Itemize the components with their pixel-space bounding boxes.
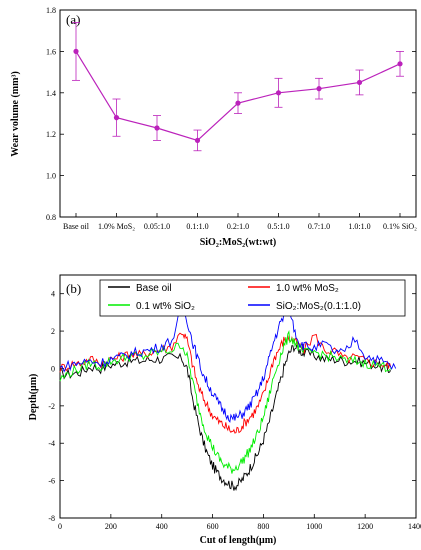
x-tick-label: 0.1% SiO₂ <box>383 222 417 231</box>
y-tick-label: 0.8 <box>46 213 56 222</box>
legend-label-0: Base oil <box>136 283 172 294</box>
x-tick-label: 0.5:1.0 <box>267 222 289 231</box>
panel-a-x-ticks: Base oil 1.0% MoS₂ 0.05:1.0 0.1:1.0 0.2:1.0 0… <box>63 213 417 231</box>
panel-b-legend: Base oil 1.0 wt% MoS₂ 0.1 wt% SiO₂ SiO₂:MoS… <box>99 279 406 317</box>
series-line-0 <box>59 343 391 492</box>
panel-b-ylabel: Depth(μm) <box>28 374 39 421</box>
x-tick-label: 0 <box>58 522 62 531</box>
panel-b-x-ticks: 0 200 400 600 800 1000 1200 1400 <box>58 514 421 531</box>
y-tick-label: -6 <box>48 477 55 486</box>
legend-label-2: 0.1 wt% SiO₂ <box>136 301 195 312</box>
x-tick-label: 0.7:1.0 <box>308 222 330 231</box>
x-tick-label: 200 <box>105 522 117 531</box>
x-tick-label: 0.2:1.0 <box>227 222 249 231</box>
x-tick-label: 600 <box>207 522 219 531</box>
x-tick-label: 1.0% MoS₂ <box>98 222 135 231</box>
panel-b-y-ticks: -8 -6 -4 -2 0 2 4 <box>48 290 416 523</box>
panel-a-points <box>73 48 403 144</box>
panel-a-ylabel: Wear volume (mm³) <box>10 71 21 157</box>
x-tick-label: Base oil <box>63 222 90 231</box>
legend-box <box>99 279 406 317</box>
y-tick-label: 1.2 <box>46 130 56 139</box>
y-tick-label: 2 <box>51 327 55 336</box>
series-line-3 <box>59 302 397 423</box>
data-point <box>235 100 241 106</box>
data-point <box>154 125 160 131</box>
x-tick-label: 1.0:1.0 <box>348 222 370 231</box>
x-tick-label: 1200 <box>357 522 373 531</box>
data-point <box>397 61 403 67</box>
y-tick-label: 1.4 <box>46 89 56 98</box>
panel-b-xlabel: Cut of length(μm) <box>200 535 277 546</box>
panel-b-label: (b) <box>66 281 81 296</box>
data-point <box>316 86 322 92</box>
legend-label-1: 1.0 wt% MoS₂ <box>276 283 339 294</box>
y-tick-label: 4 <box>51 290 55 299</box>
x-tick-label: 1400 <box>408 522 421 531</box>
y-tick-label: -8 <box>48 514 55 523</box>
data-point <box>275 90 282 96</box>
y-tick-label: -4 <box>48 439 55 448</box>
y-tick-label: 1.0 <box>46 172 56 181</box>
y-tick-label: 1.6 <box>46 47 56 56</box>
legend-label-3: SiO₂:MoS₂(0.1:1.0) <box>276 301 361 312</box>
series-line-1 <box>59 332 392 434</box>
x-tick-label: 0.1:1.0 <box>186 222 208 231</box>
panel-a: (a) Wear volume (mm³) SiO₂:MoS₂(wt:wt) 0… <box>10 6 417 248</box>
panel-a-error-bars <box>72 22 404 152</box>
panel-a-label: (a) <box>66 12 80 27</box>
data-point <box>73 48 79 55</box>
panel-b: (b) Depth(μm) Cut of length(μm) -8 -6 -4 -2… <box>28 274 421 546</box>
x-tick-label: 1000 <box>306 522 322 531</box>
x-tick-label: 400 <box>156 522 168 531</box>
data-point <box>194 137 201 144</box>
y-tick-label: 0 <box>51 364 55 373</box>
data-point <box>113 115 120 121</box>
panel-a-y-ticks: 0.8 1.0 1.2 1.4 1.6 1.8 <box>46 6 416 222</box>
y-tick-label: 1.8 <box>46 6 56 15</box>
y-tick-label: -2 <box>48 402 55 411</box>
x-tick-label: 800 <box>257 522 269 531</box>
data-point <box>356 79 363 86</box>
panel-a-xlabel: SiO₂:MoS₂(wt:wt) <box>200 237 277 248</box>
panel-b-frame <box>59 274 417 519</box>
x-tick-label: 0.05:1.0 <box>144 222 170 231</box>
panel-b-series-lines <box>59 302 397 492</box>
